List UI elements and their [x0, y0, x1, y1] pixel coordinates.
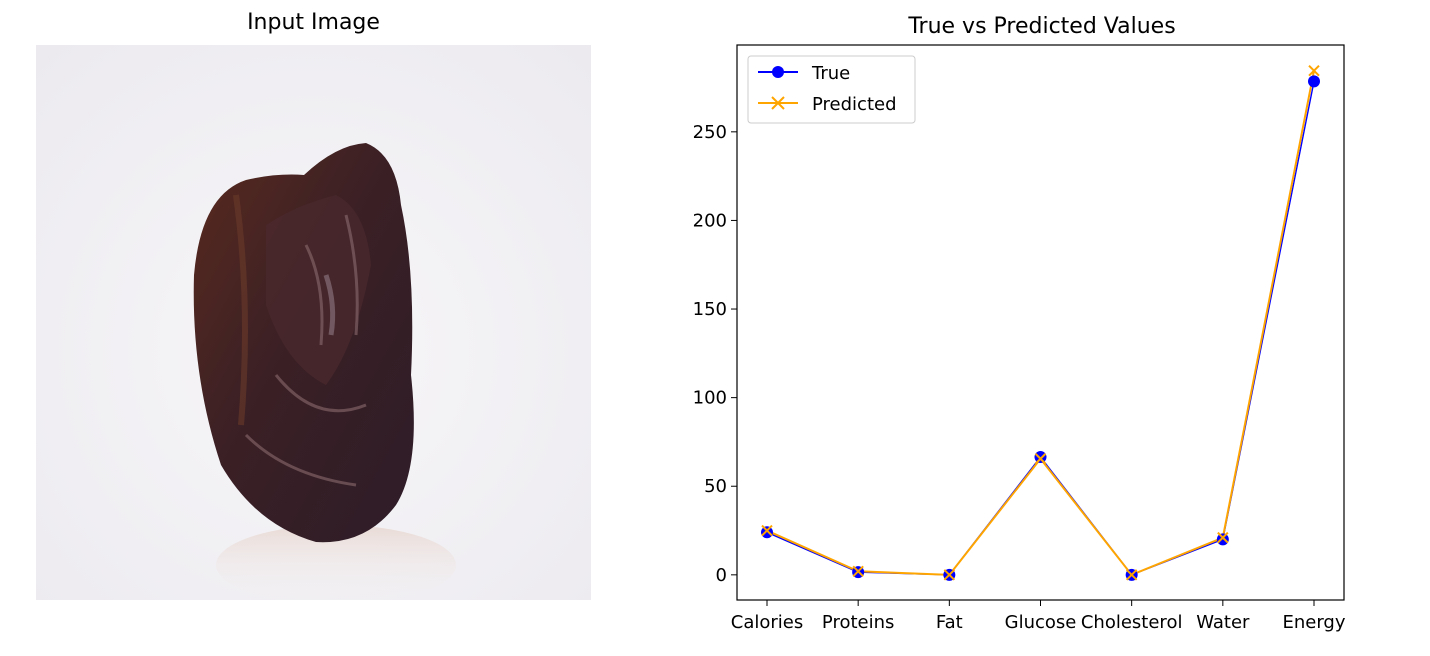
- point-true: [1216, 533, 1229, 546]
- x-tick-label: Calories: [731, 612, 803, 633]
- x-tick-label: Proteins: [822, 612, 894, 633]
- point-predicted: [1034, 453, 1047, 465]
- y-tick-label: 100: [693, 388, 727, 409]
- series-line-predicted: [766, 70, 1315, 577]
- x-tick-label: Water: [1196, 612, 1250, 633]
- series-line-true: [766, 81, 1315, 576]
- y-tick-label: 150: [693, 299, 727, 320]
- point-true: [761, 526, 773, 539]
- legend-true-marker: [772, 66, 784, 78]
- plot-frame: [736, 44, 1345, 601]
- point-predicted: [852, 565, 864, 578]
- x-tick-label: Fat: [936, 612, 963, 633]
- legend-predicted-label: Predicted: [812, 94, 897, 115]
- chart-title: True vs Predicted Values: [907, 14, 1175, 39]
- point-predicted: [1217, 531, 1229, 544]
- point-true: [1308, 75, 1320, 88]
- point-predicted: [943, 569, 956, 581]
- y-tick-label: 250: [693, 122, 727, 143]
- input-image-title: Input Image: [247, 10, 380, 35]
- x-tick-label: Energy: [1282, 612, 1345, 633]
- legend: True Predicted: [747, 55, 916, 124]
- point-predicted: [761, 524, 773, 537]
- x-tick-label: Cholesterol: [1081, 612, 1183, 633]
- food-photo: [36, 45, 591, 600]
- y-tick-label: 200: [693, 210, 727, 231]
- y-tick-label: 50: [704, 476, 727, 497]
- x-tick-label: Glucose: [1005, 612, 1077, 633]
- point-predicted: [1308, 64, 1320, 77]
- point-true: [1034, 450, 1047, 463]
- legend-predicted-marker: [771, 96, 785, 110]
- point-predicted: [1125, 569, 1138, 581]
- y-tick-label: 0: [716, 565, 727, 586]
- legend-true-label: True: [811, 63, 850, 84]
